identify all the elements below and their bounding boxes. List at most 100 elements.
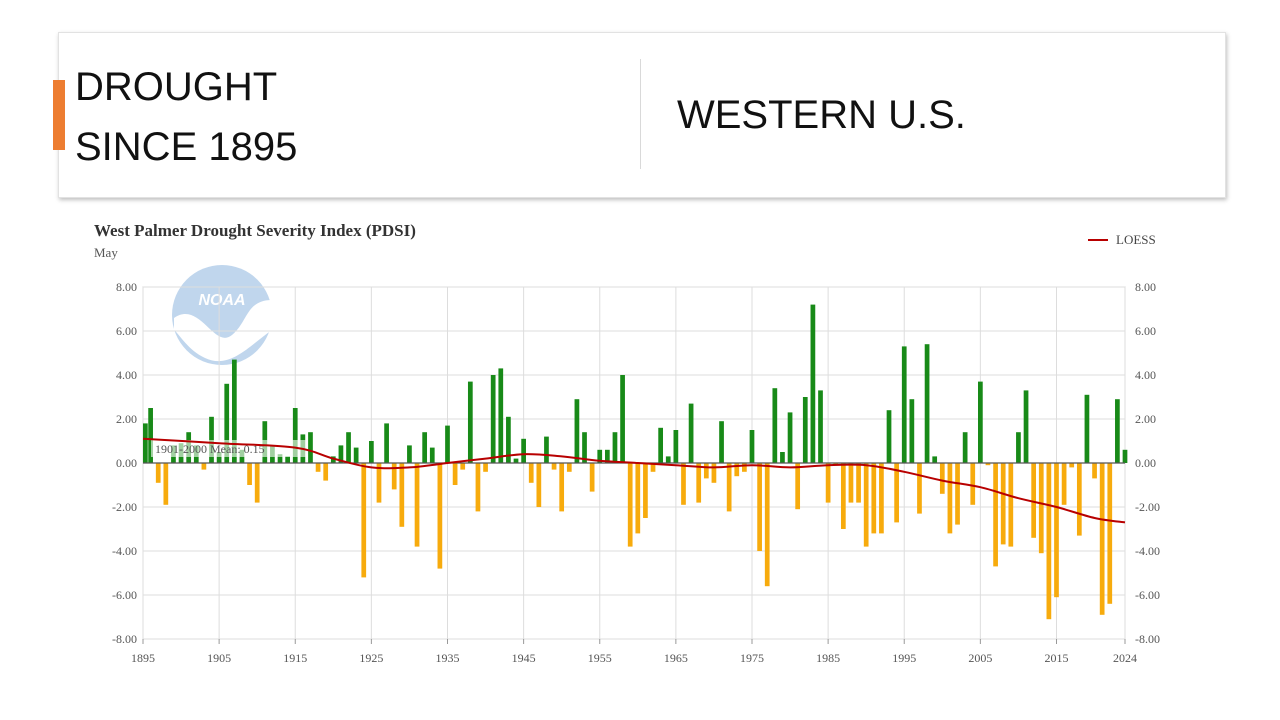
data-bar-1895[interactable] [143, 423, 148, 463]
data-bar-1946[interactable] [528, 463, 534, 483]
data-bar-1976[interactable] [757, 463, 762, 551]
data-bar-1907[interactable] [231, 359, 237, 463]
data-bar-1932[interactable] [422, 432, 428, 463]
data-bar-1966[interactable] [681, 463, 686, 505]
data-bar-1925[interactable] [369, 441, 374, 463]
data-bar-1978[interactable] [772, 388, 778, 463]
data-bar-1922[interactable] [346, 432, 351, 463]
data-bar-1958[interactable] [620, 375, 625, 463]
data-bar-2024[interactable] [1122, 449, 1128, 463]
data-bar-2019[interactable] [1084, 394, 1090, 463]
data-bar-1898[interactable] [163, 463, 169, 505]
data-bar-2011[interactable] [1023, 390, 1029, 463]
data-bar-1919[interactable] [323, 463, 329, 481]
data-bar-1920[interactable] [330, 456, 336, 463]
data-bar-1944[interactable] [513, 458, 519, 463]
data-bar-1998[interactable] [924, 344, 930, 463]
data-bar-1964[interactable] [665, 456, 671, 463]
data-bar-1918[interactable] [315, 463, 321, 472]
data-bar-1931[interactable] [414, 463, 420, 547]
data-bar-1960[interactable] [635, 463, 641, 534]
data-bar-1975[interactable] [749, 430, 755, 463]
data-bar-1945[interactable] [521, 438, 526, 463]
data-bar-1974[interactable] [742, 463, 747, 472]
data-bar-1921[interactable] [338, 445, 344, 463]
data-bar-1923[interactable] [353, 447, 359, 463]
data-bar-1982[interactable] [802, 397, 808, 463]
data-bar-2004[interactable] [970, 463, 976, 505]
data-bar-2015[interactable] [1054, 463, 1059, 598]
data-bar-1979[interactable] [780, 452, 785, 463]
data-bar-1972[interactable] [726, 463, 732, 512]
data-bar-1924[interactable] [361, 463, 367, 578]
data-bar-1993[interactable] [886, 410, 892, 463]
data-bar-2022[interactable] [1107, 463, 1113, 604]
data-bar-1927[interactable] [384, 423, 389, 463]
data-bar-1988[interactable] [848, 463, 854, 503]
data-bar-1973[interactable] [734, 463, 740, 477]
data-bar-1947[interactable] [536, 463, 542, 507]
data-bar-1985[interactable] [825, 463, 831, 503]
data-bar-1926[interactable] [376, 463, 382, 503]
data-bar-1967[interactable] [688, 403, 694, 463]
data-bar-2020[interactable] [1092, 463, 1097, 479]
data-bar-1913[interactable] [277, 454, 283, 463]
data-bar-1983[interactable] [810, 304, 816, 463]
data-bar-1980[interactable] [787, 412, 793, 463]
data-bar-1959[interactable] [627, 463, 633, 547]
data-bar-1969[interactable] [703, 463, 709, 479]
data-bar-1991[interactable] [871, 463, 877, 534]
data-bar-2018[interactable] [1076, 463, 1082, 536]
data-bar-1955[interactable] [597, 449, 603, 463]
data-bar-1909[interactable] [247, 463, 252, 485]
data-bar-1999[interactable] [932, 456, 938, 463]
data-bar-1929[interactable] [399, 463, 405, 527]
data-bar-1904[interactable] [209, 416, 214, 463]
data-bar-2009[interactable] [1008, 463, 1014, 547]
data-bar-2006[interactable] [985, 463, 991, 466]
data-bar-1934[interactable] [437, 463, 443, 569]
data-bar-1896[interactable] [148, 408, 153, 463]
data-bar-1992[interactable] [879, 463, 884, 534]
data-bar-2017[interactable] [1069, 463, 1075, 468]
data-bar-1970[interactable] [711, 463, 717, 483]
data-bar-1996[interactable] [909, 399, 915, 463]
data-bar-1915[interactable] [292, 408, 298, 463]
data-bar-1935[interactable] [445, 425, 450, 463]
data-bar-1940[interactable] [483, 463, 488, 472]
data-bar-1939[interactable] [475, 463, 481, 512]
data-bar-1928[interactable] [391, 463, 397, 490]
data-bar-2013[interactable] [1038, 463, 1044, 554]
data-bar-1953[interactable] [582, 432, 587, 463]
data-bar-1956[interactable] [604, 449, 610, 463]
data-bar-2008[interactable] [1000, 463, 1006, 545]
data-bar-1968[interactable] [696, 463, 702, 503]
data-bar-1937[interactable] [460, 463, 466, 470]
data-bar-1938[interactable] [467, 381, 473, 463]
data-bar-2023[interactable] [1115, 399, 1120, 463]
data-bar-1914[interactable] [285, 456, 290, 463]
data-bar-1981[interactable] [795, 463, 801, 510]
data-bar-1942[interactable] [498, 368, 504, 463]
data-bar-2014[interactable] [1046, 463, 1052, 620]
data-bar-1952[interactable] [574, 399, 580, 463]
data-bar-2005[interactable] [978, 381, 983, 463]
data-bar-2021[interactable] [1099, 463, 1105, 615]
data-bar-1910[interactable] [254, 463, 260, 503]
data-bar-1897[interactable] [155, 463, 161, 483]
data-bar-1903[interactable] [201, 463, 207, 470]
data-bar-1971[interactable] [719, 421, 724, 463]
data-bar-1941[interactable] [490, 375, 496, 463]
data-bar-1995[interactable] [901, 346, 907, 463]
data-bar-2010[interactable] [1016, 432, 1021, 463]
data-bar-2007[interactable] [993, 463, 998, 567]
data-bar-1905[interactable] [216, 452, 222, 463]
chart-legend[interactable]: LOESS [1088, 232, 1156, 248]
data-bar-2003[interactable] [962, 432, 968, 463]
data-bar-2012[interactable] [1031, 463, 1037, 538]
data-bar-1950[interactable] [559, 463, 565, 512]
data-bar-1951[interactable] [566, 463, 572, 472]
data-bar-1963[interactable] [658, 427, 664, 463]
data-bar-1965[interactable] [673, 430, 679, 463]
data-bar-1917[interactable] [308, 432, 313, 463]
